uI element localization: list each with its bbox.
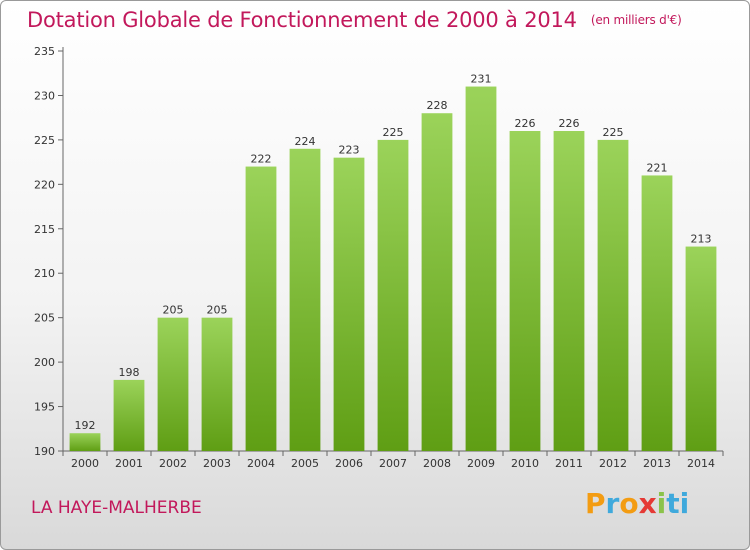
chart-title-text: Dotation Globale de Fonctionnement de 20…: [27, 8, 577, 32]
bar-2008: [421, 113, 453, 451]
proxiti-logo: Proxiti: [585, 487, 689, 520]
y-tick-label: 225: [34, 134, 55, 147]
data-label-2002: 205: [163, 304, 184, 317]
bar-2001: [113, 379, 145, 451]
data-label-2008: 228: [427, 99, 448, 112]
data-label-2012: 225: [603, 126, 624, 139]
x-tick-label-2005: 2005: [291, 457, 319, 470]
bar-2014: [685, 246, 717, 451]
chart-bars: [69, 86, 717, 452]
x-tick-label-2001: 2001: [115, 457, 143, 470]
y-tick-label: 200: [34, 356, 55, 369]
data-label-2011: 226: [559, 117, 580, 130]
y-tick-label: 190: [34, 445, 55, 458]
x-tick-label-2002: 2002: [159, 457, 187, 470]
x-tick-label-2000: 2000: [71, 457, 99, 470]
data-label-2013: 221: [647, 161, 668, 174]
chart-labels: 2000 192 2001 198 2002 205 2003 205 2004 222 2005 2…: [71, 73, 715, 470]
bar-2003: [201, 317, 233, 451]
bar-2013: [641, 175, 673, 451]
logo-letter-p: P: [585, 487, 606, 520]
y-tick-label: 235: [34, 45, 55, 58]
bar-2004: [245, 166, 277, 452]
logo-letter-o: o: [619, 487, 639, 520]
logo-letters-ti: ti: [666, 487, 690, 520]
x-tick-label-2006: 2006: [335, 457, 363, 470]
x-tick-label-2007: 2007: [379, 457, 407, 470]
bar-2000: [69, 433, 101, 451]
logo-letter-i: i: [656, 487, 667, 520]
y-tick-label: 230: [34, 89, 55, 102]
y-tick-label: 210: [34, 267, 55, 280]
x-tick-label-2008: 2008: [423, 457, 451, 470]
x-tick-label-2012: 2012: [599, 457, 627, 470]
logo-letter-r: r: [605, 487, 620, 520]
x-tick-label-2003: 2003: [203, 457, 231, 470]
x-tick-label-2010: 2010: [511, 457, 539, 470]
logo-letter-x: x: [638, 487, 657, 520]
data-label-2007: 225: [383, 126, 404, 139]
x-tick-label-2011: 2011: [555, 457, 583, 470]
x-tick-label-2004: 2004: [247, 457, 275, 470]
x-tick-label-2009: 2009: [467, 457, 495, 470]
x-tick-label-2013: 2013: [643, 457, 671, 470]
data-label-2014: 213: [691, 233, 712, 246]
bar-2005: [289, 148, 321, 451]
data-label-2004: 222: [251, 153, 272, 166]
data-label-2003: 205: [207, 304, 228, 317]
bar-2012: [597, 139, 629, 451]
data-label-2005: 224: [295, 135, 316, 148]
data-label-2006: 223: [339, 144, 360, 157]
x-tick-label-2014: 2014: [687, 457, 715, 470]
y-tick-label: 205: [34, 312, 55, 325]
bar-2010: [509, 131, 541, 451]
y-tick-label: 195: [34, 401, 55, 414]
bar-2011: [553, 131, 585, 451]
commune-name: LA HAYE-MALHERBE: [31, 498, 202, 518]
y-tick-label: 215: [34, 223, 55, 236]
chart-axes: 190 195 200 205 210 215 220 225 230 235: [34, 45, 724, 458]
bar-2007: [377, 139, 409, 451]
bar-2009: [465, 86, 497, 452]
chart-title: Dotation Globale de Fonctionnement de 20…: [27, 8, 682, 32]
y-tick-label: 220: [34, 178, 55, 191]
bar-2006: [333, 157, 365, 451]
data-label-2010: 226: [515, 117, 536, 130]
data-label-2001: 198: [119, 366, 140, 379]
chart-unit: (en milliers d'€): [590, 13, 682, 27]
data-label-2009: 231: [471, 73, 492, 86]
bar-2002: [157, 317, 189, 451]
data-label-2000: 192: [75, 419, 96, 432]
